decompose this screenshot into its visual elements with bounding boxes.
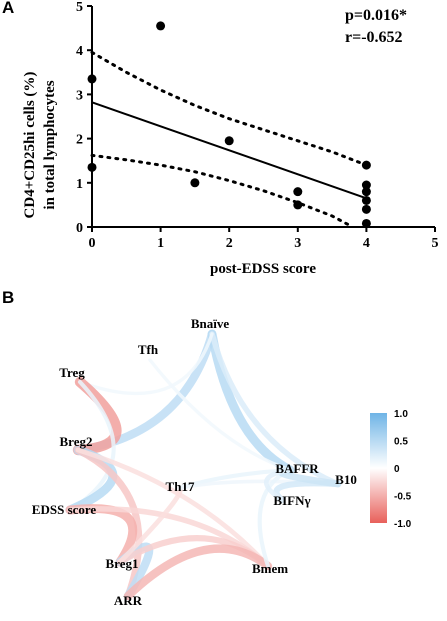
colorbar-tick-label: -1.0 [394, 519, 412, 530]
x-tick-label: 0 [89, 236, 96, 251]
network-node-labels: Bnaïve Tfh Treg Breg2 EDSS score Breg1 ARR Bmem… [32, 316, 357, 608]
node-label-Bnaive: Bnaïve [191, 316, 230, 331]
data-point [361, 180, 371, 190]
colorbar-tick-label: 1.0 [394, 409, 408, 420]
panel-b-letter: B [2, 288, 15, 307]
colorbar-tick-label: -0.5 [394, 492, 412, 503]
data-point [87, 74, 97, 84]
node-label-ARR: ARR [114, 593, 143, 608]
regression-line-segment [91, 101, 367, 200]
data-point [293, 187, 303, 197]
ci-upper-band [90, 50, 368, 167]
colorbar: 1.0 0.5 0 -0.5 -1.0 [370, 409, 412, 530]
node-label-B10: B10 [335, 472, 357, 487]
data-point [361, 195, 371, 205]
node-label-Tfh: Tfh [138, 342, 159, 357]
y-tick-label: 3 [76, 88, 83, 103]
data-point [361, 218, 371, 228]
x-tick-label: 3 [294, 236, 301, 251]
x-tick-label: 5 [432, 236, 439, 251]
data-point [361, 204, 371, 214]
colorbar-tick-label: 0 [394, 464, 400, 475]
node-label-EDSS: EDSS score [32, 502, 97, 517]
edge-Treg-Breg2 [72, 376, 122, 456]
panel-a-letter: A [2, 0, 15, 17]
y-tick-label: 4 [76, 44, 83, 59]
data-point [156, 21, 166, 31]
chart-axes [87, 5, 436, 232]
data-point [190, 178, 200, 188]
edge-Bnaive-B10 [209, 331, 341, 487]
colorbar-tick-label: 0.5 [394, 437, 408, 448]
y-tick-label: 5 [76, 0, 83, 15]
edge-Tfh-BAFFR [148, 358, 292, 472]
data-point [224, 136, 234, 146]
x-tick-label: 1 [157, 236, 164, 251]
data-point [361, 187, 371, 197]
node-label-BIFNg: BIFNγ [273, 493, 310, 508]
regression-line [91, 101, 367, 200]
edge-ARR-Bmem [123, 544, 273, 601]
y-axis-title-line-2: in total lymphocytes [42, 80, 58, 209]
confidence-bands [90, 50, 368, 229]
node-label-Bmem: Bmem [252, 561, 288, 576]
data-points [87, 21, 371, 228]
data-point [293, 200, 303, 210]
y-tick-label: 2 [76, 133, 83, 148]
colorbar-gradient [370, 413, 387, 523]
node-label-Th17: Th17 [166, 479, 195, 494]
edge-BAFFR-BIFNg [263, 467, 293, 503]
x-axis-title: post-EDSS score [210, 261, 316, 277]
tick-labels: 0 1 2 3 4 5 0 1 2 3 4 5 [76, 0, 439, 251]
node-label-Breg1: Breg1 [106, 556, 139, 571]
data-point [361, 160, 371, 170]
y-axis-title-line-1: CD4+CD25hi cells (%) [22, 72, 38, 219]
network-edges [65, 329, 342, 601]
node-label-Breg2: Breg2 [60, 434, 93, 449]
scatter-chart: 0 1 2 3 4 5 0 1 2 3 4 5 p=0.016* r=-0.652 post-EDSS… [22, 0, 439, 277]
node-label-BAFFR: BAFFR [275, 461, 319, 476]
colorbar-ticks: 1.0 0.5 0 -0.5 -1.0 [394, 409, 412, 530]
edge-Bnaive-Treg [78, 332, 214, 396]
node-label-Treg: Treg [59, 365, 85, 380]
edge-Breg1-Th17 [117, 485, 183, 565]
data-point [87, 162, 97, 172]
r-value-annotation: r=-0.652 [345, 29, 403, 46]
x-tick-label: 2 [226, 236, 233, 251]
x-tick-label: 4 [363, 236, 370, 251]
y-tick-label: 0 [76, 221, 83, 236]
p-value-annotation: p=0.016* [345, 7, 407, 24]
y-tick-label: 1 [76, 177, 83, 192]
edge-Breg2-Bmem [75, 447, 271, 569]
